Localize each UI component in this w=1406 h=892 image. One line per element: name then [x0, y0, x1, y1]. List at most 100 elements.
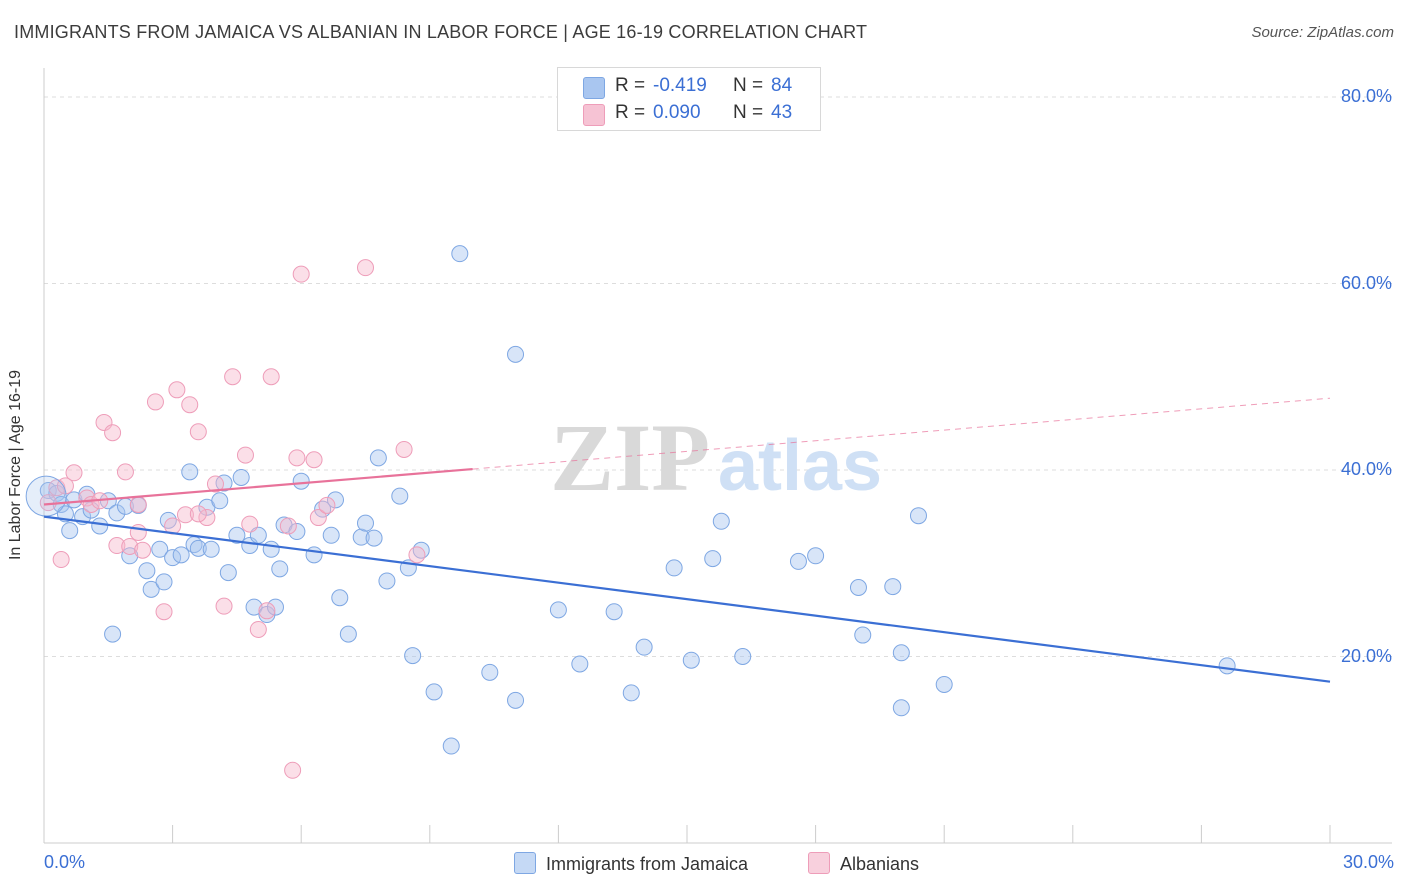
point-albanians — [309, 509, 327, 527]
y-tick-label: 80.0% — [1340, 86, 1392, 106]
point-jamaica — [138, 562, 156, 580]
point-jamaica — [935, 675, 953, 693]
point-albanians — [284, 761, 302, 779]
point-albanians — [258, 602, 276, 620]
point-jamaica — [258, 606, 276, 624]
point-jamaica — [909, 507, 927, 525]
point-albanians — [305, 451, 323, 469]
r-label: R = — [615, 102, 646, 123]
point-albanians — [318, 496, 336, 514]
point-jamaica — [142, 580, 160, 598]
point-jamaica — [635, 638, 653, 656]
point-jamaica — [211, 492, 229, 510]
point-jamaica — [1218, 657, 1236, 675]
source-label: Source: ZipAtlas.com — [1251, 24, 1394, 41]
point-jamaica — [549, 601, 567, 619]
n-value: 43 — [771, 102, 793, 123]
point-jamaica — [232, 468, 250, 486]
point-albanians — [116, 463, 134, 481]
y-tick-label: 20.0% — [1340, 645, 1392, 666]
point-jamaica — [172, 546, 190, 564]
point-jamaica — [481, 663, 499, 681]
r-label: R = — [615, 75, 646, 96]
point-jamaica — [712, 512, 730, 530]
point-albanians — [292, 265, 310, 283]
point-jamaica — [854, 626, 872, 644]
point-albanians — [215, 597, 233, 615]
point-jamaica — [451, 245, 469, 263]
point-jamaica — [682, 651, 700, 669]
point-jamaica — [271, 560, 289, 578]
n-label: N = — [733, 102, 764, 123]
point-jamaica — [404, 647, 422, 665]
point-jamaica — [507, 691, 525, 709]
point-jamaica — [665, 559, 683, 577]
chart-title: IMMIGRANTS FROM JAMAICA VS ALBANIAN IN L… — [14, 22, 868, 42]
point-albanians — [224, 368, 242, 386]
point-albanians — [104, 424, 122, 442]
point-jamaica-large — [25, 475, 67, 517]
point-albanians — [181, 396, 199, 414]
point-albanians — [357, 259, 374, 277]
y-tick-label: 60.0% — [1340, 272, 1392, 293]
point-jamaica — [734, 648, 752, 665]
point-jamaica — [189, 539, 207, 557]
point-jamaica — [305, 546, 323, 564]
point-albanians — [121, 537, 139, 555]
r-value: -0.419 — [653, 75, 707, 96]
point-jamaica — [288, 523, 306, 541]
legend-swatch-blue — [583, 77, 605, 99]
point-albanians — [168, 381, 186, 399]
point-jamaica — [507, 345, 525, 363]
point-jamaica — [704, 550, 722, 568]
point-albanians — [56, 477, 74, 495]
point-jamaica — [571, 655, 589, 673]
point-jamaica — [292, 472, 310, 490]
bottom-legend-swatch-blue — [514, 852, 536, 874]
bottom-legend-jamaica: Immigrants from Jamaica — [514, 852, 748, 875]
n-label: N = — [733, 75, 764, 96]
point-jamaica — [892, 644, 910, 662]
point-jamaica — [219, 564, 237, 582]
point-jamaica — [215, 474, 233, 492]
bottom-legend-label: Immigrants from Jamaica — [546, 854, 749, 874]
watermark-zip: ZIP — [550, 404, 710, 511]
point-albanians — [236, 446, 254, 464]
point-albanians — [176, 506, 194, 524]
point-jamaica — [155, 573, 173, 591]
point-albanians — [408, 546, 426, 564]
bottom-legend-swatch-pink — [808, 852, 830, 874]
bottom-legend-label: Albanians — [840, 854, 920, 874]
point-jamaica — [807, 547, 825, 565]
legend-swatch-pink — [583, 104, 605, 126]
point-albanians — [108, 537, 126, 555]
point-jamaica — [202, 540, 220, 558]
trend-line-albanians-dashed — [472, 397, 1331, 470]
point-albanians — [288, 449, 306, 467]
point-jamaica — [849, 578, 867, 596]
point-jamaica — [245, 598, 263, 616]
point-albanians — [262, 368, 280, 386]
point-jamaica — [365, 529, 383, 547]
point-jamaica — [425, 683, 443, 701]
point-jamaica — [884, 578, 902, 596]
point-jamaica — [326, 491, 344, 509]
point-albanians — [65, 464, 83, 482]
point-jamaica — [61, 522, 79, 540]
y-tick-label: 40.0% — [1340, 459, 1392, 479]
trend-line-jamaica — [43, 515, 1331, 683]
point-albanians — [206, 475, 224, 493]
point-jamaica — [104, 625, 122, 643]
x-tick-label-min: 0.0% — [44, 852, 86, 872]
point-albanians — [198, 509, 216, 527]
r-value: 0.090 — [653, 102, 701, 123]
stats-legend: R = -0.419 N = 84 R = 0.090 N = 43 — [557, 67, 821, 131]
points — [25, 245, 1236, 779]
point-albanians — [249, 620, 267, 638]
trend-lines — [43, 397, 1331, 683]
point-jamaica — [339, 625, 357, 643]
point-jamaica — [357, 514, 374, 532]
point-jamaica — [262, 540, 280, 558]
watermark-atlas: atlas — [718, 426, 882, 506]
